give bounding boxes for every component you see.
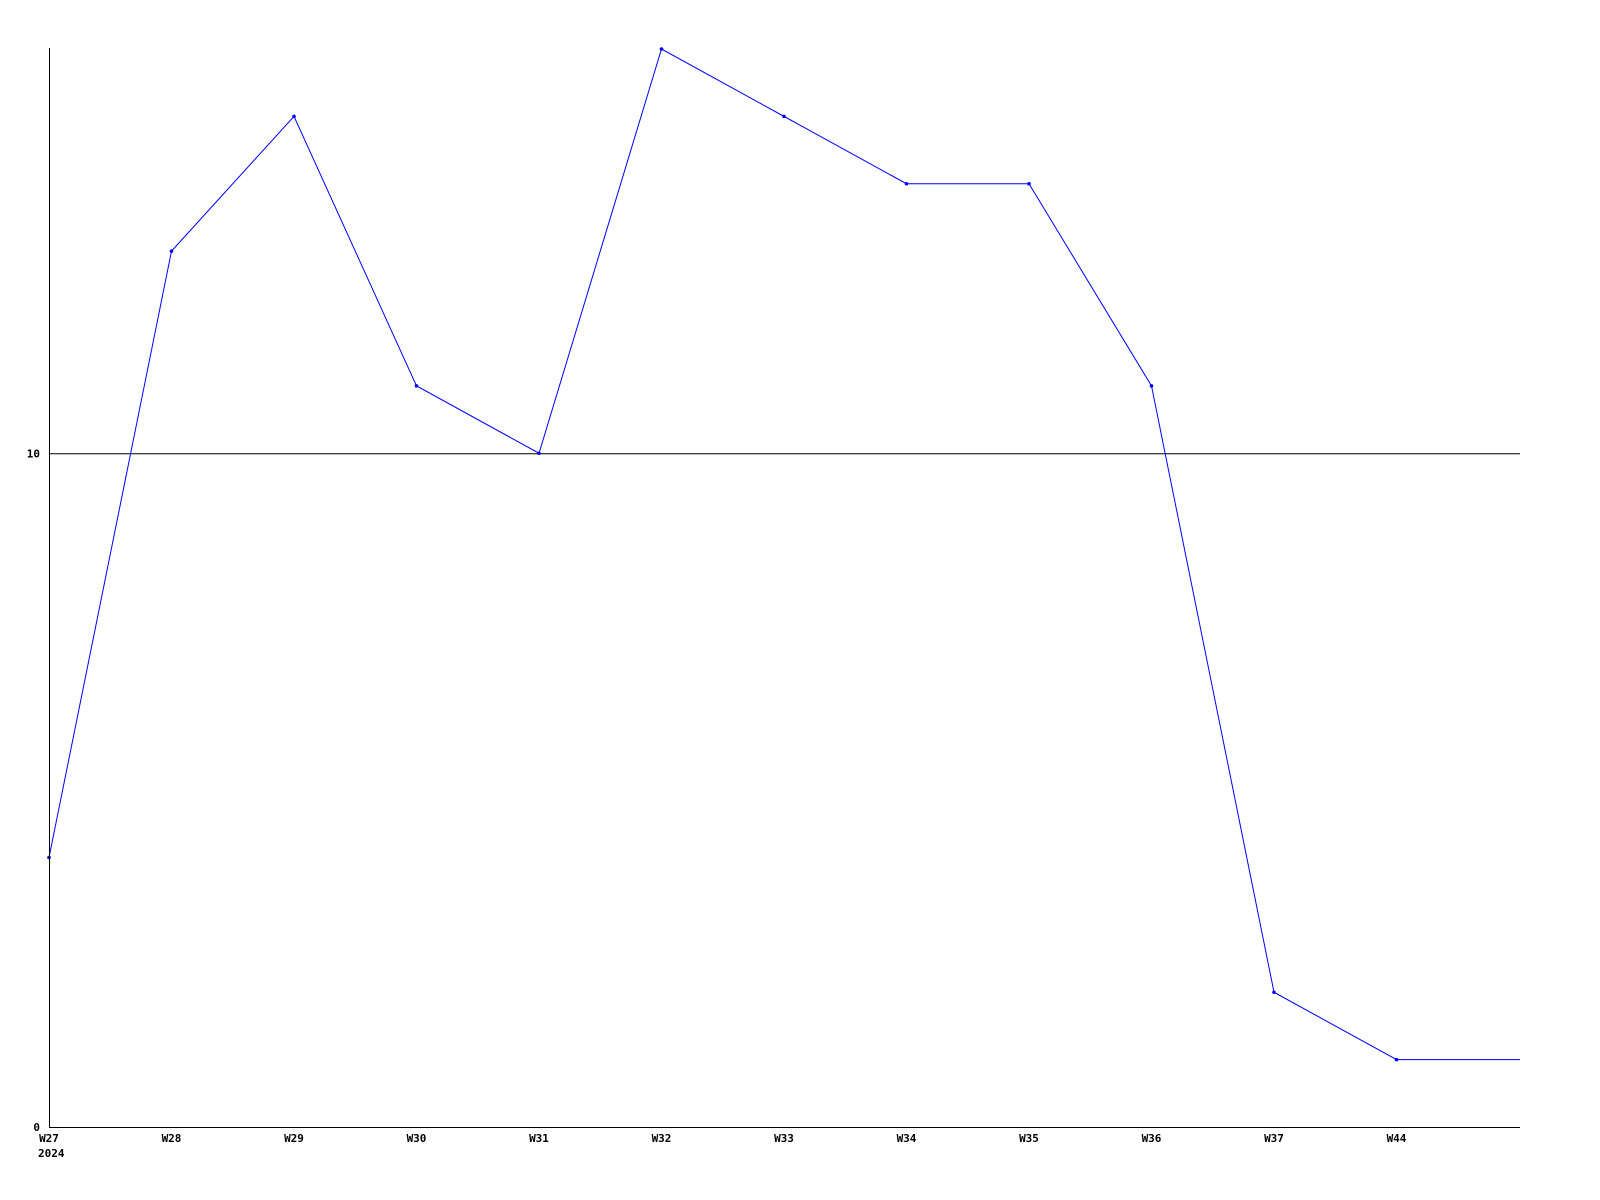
x-tick-label: W35	[1019, 1132, 1039, 1145]
x-tick-label: W37	[1264, 1132, 1284, 1145]
x-tick-label: W27	[39, 1132, 59, 1145]
x-tick-label: W44	[1387, 1132, 1407, 1145]
data-point-w34	[904, 181, 909, 186]
x-tick-label: W34	[897, 1132, 917, 1145]
x-tick-label: W28	[162, 1132, 182, 1145]
data-point-w28	[169, 249, 174, 253]
data-point-w29	[292, 114, 296, 119]
x-tick-label: W33	[774, 1132, 794, 1145]
data-point-w33	[782, 114, 786, 119]
x-tick-label: W31	[529, 1132, 549, 1145]
data-point-w36	[1149, 384, 1154, 388]
x-tick-label: W36	[1142, 1132, 1162, 1145]
x-tick-label: W32	[652, 1132, 672, 1145]
data-point-w37	[1272, 990, 1276, 995]
data-point-w30	[414, 384, 419, 388]
data-point-w35	[1027, 181, 1031, 186]
y-tick-label: 0	[33, 1121, 40, 1134]
data-point-w32	[659, 47, 664, 51]
series-line	[48, 48, 1520, 1061]
x-year-label: 2024	[38, 1147, 65, 1160]
data-point-w31	[537, 451, 541, 456]
x-tick-label: W30	[407, 1132, 427, 1145]
y-tick-label: 10	[27, 447, 40, 460]
x-tick-label: W29	[284, 1132, 304, 1145]
data-point-w44	[1394, 1057, 1399, 1062]
